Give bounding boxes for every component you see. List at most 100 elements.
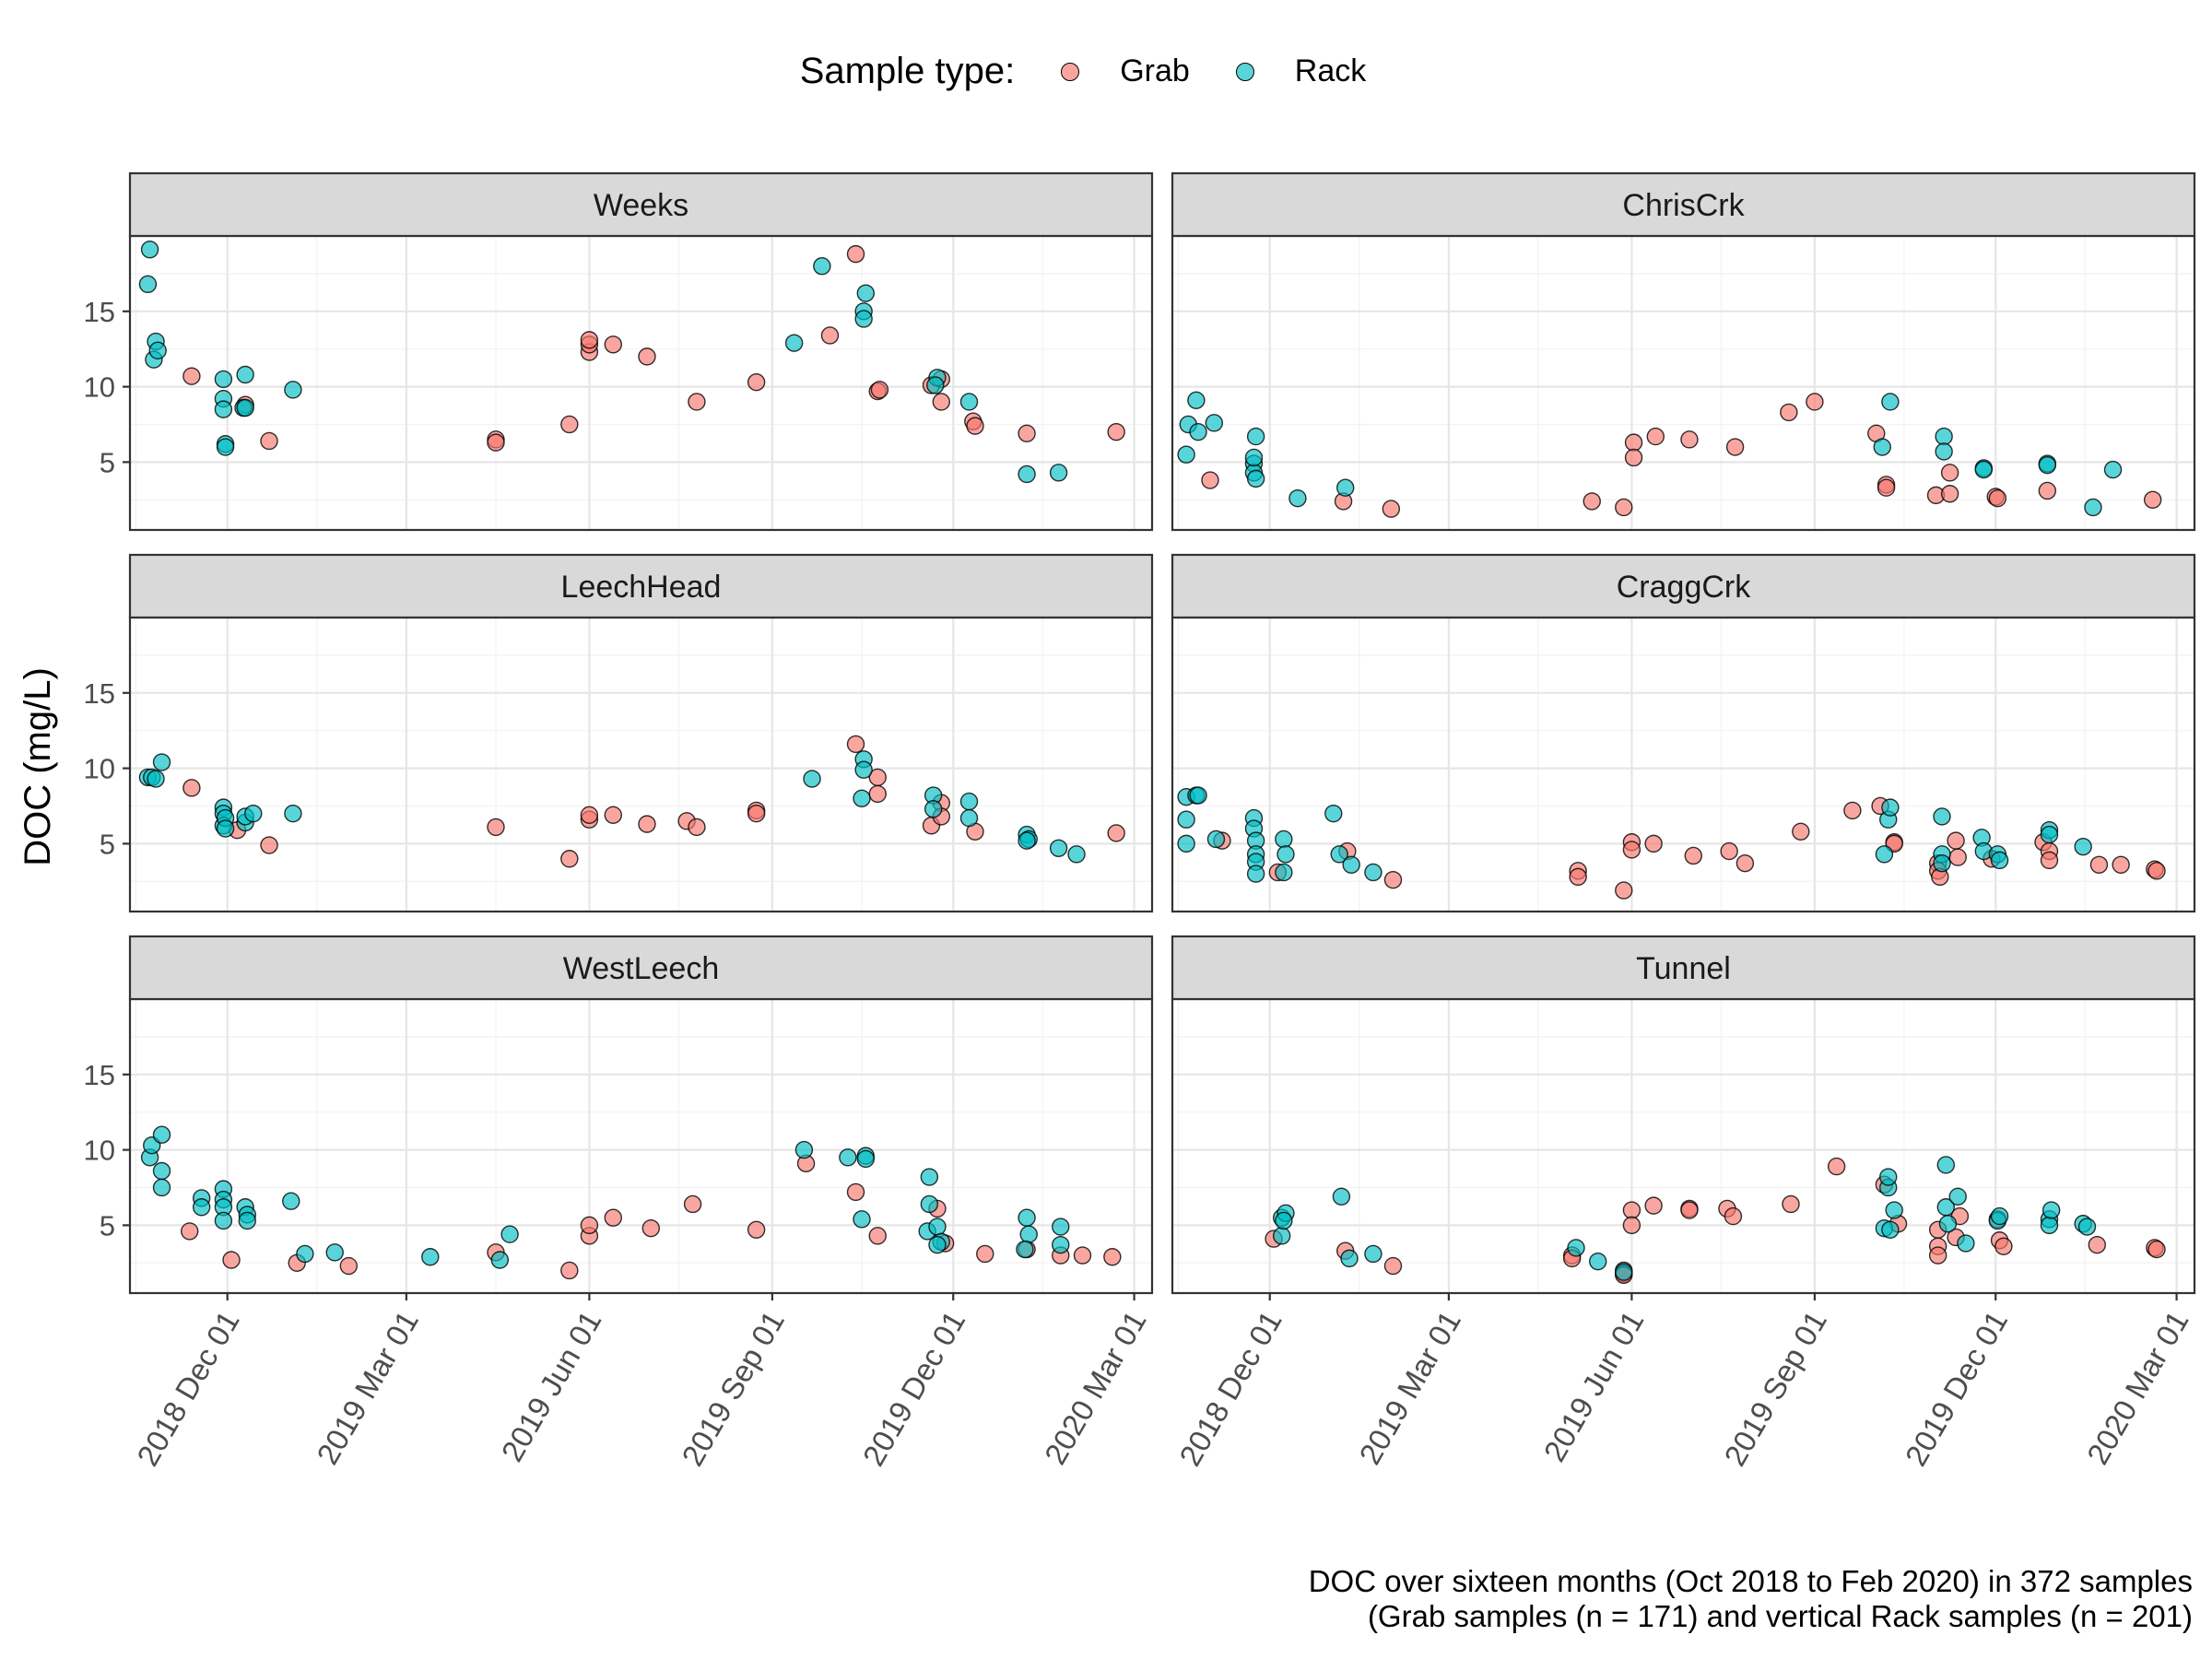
rack-point	[928, 1235, 947, 1254]
grab-point	[1644, 834, 1663, 853]
grab-point	[1735, 853, 1755, 873]
rack-point	[1275, 830, 1293, 849]
grab-point	[1646, 427, 1665, 446]
x-tick-label: 2019 Dec 01	[856, 1305, 972, 1472]
rack-point	[813, 257, 831, 276]
grab-point	[580, 331, 599, 349]
y-tick-label: 5	[100, 1209, 115, 1241]
grab-point	[560, 850, 579, 868]
x-tick-label: 2019 Sep 01	[675, 1305, 791, 1472]
grab-point	[604, 806, 622, 825]
grab-point	[1107, 824, 1125, 842]
x-tick-label: 2019 Mar 01	[310, 1305, 425, 1470]
y-tick-label: 5	[100, 828, 115, 860]
grab-point	[260, 431, 278, 451]
facet-label: ChrisCrk	[1622, 188, 1745, 223]
facet-label: LeechHead	[561, 570, 722, 605]
grab-point	[1843, 801, 1862, 820]
rack-point	[856, 1149, 876, 1169]
panel-tunnel: Tunnel 2018 Dec 01 2019 Mar 01 2019 Jun 01 2…	[1171, 935, 2196, 1472]
grab-point	[604, 335, 622, 354]
grab-point	[1948, 848, 1967, 866]
rack-point	[924, 800, 943, 818]
rack-point	[1272, 1227, 1291, 1245]
rack-point	[853, 789, 871, 808]
x-tick-label: 2020 Mar 01	[1038, 1305, 1153, 1470]
grab-point	[846, 244, 865, 264]
grab-point	[1624, 448, 1643, 467]
grab-point	[638, 815, 656, 833]
grab-point	[1994, 1237, 2013, 1255]
facet-label: CraggCrk	[1617, 570, 1751, 605]
caption-line-2: (Grab samples (n = 171) and vertical Rac…	[1367, 1599, 2193, 1633]
rack-point	[500, 1225, 519, 1243]
legend-item-grab: Grab	[1061, 53, 1190, 89]
grab-point	[2143, 490, 2162, 509]
panel-craggcrk: CraggCrk	[1171, 553, 2196, 913]
rack-point	[2084, 498, 2102, 517]
rack-point	[1938, 1215, 1958, 1233]
rack-point	[1936, 1156, 1956, 1174]
y-tick-label: 15	[84, 296, 115, 328]
rack-point	[1067, 845, 1086, 864]
grab-point	[1947, 831, 1965, 850]
rack-point	[1364, 863, 1382, 882]
grab-point	[222, 1251, 241, 1269]
grab-point	[339, 1256, 359, 1276]
legend-grab-label: Grab	[1120, 53, 1190, 88]
rack-point	[140, 241, 159, 259]
rack-point	[1018, 465, 1036, 484]
rack-point	[920, 1194, 939, 1214]
grab-point	[1103, 1248, 1122, 1266]
rack-point	[1885, 1201, 1903, 1219]
grab-point	[1073, 1246, 1092, 1265]
rack-point	[1177, 445, 1195, 464]
grab-point	[181, 1222, 199, 1241]
rack-point	[928, 1218, 947, 1236]
grab-point	[1782, 1194, 1800, 1214]
rack-point	[1330, 845, 1348, 864]
rack-point	[152, 753, 171, 771]
rack-point	[214, 370, 233, 389]
grab-point	[747, 1220, 766, 1239]
grab-point	[1383, 1256, 1403, 1276]
rack-point	[152, 1178, 171, 1197]
rack-point	[216, 819, 235, 838]
facet-label: WestLeech	[563, 951, 719, 986]
grab-point	[868, 784, 887, 804]
rack-point	[214, 400, 233, 418]
grab-point	[868, 1227, 887, 1245]
y-tick-label: 10	[84, 371, 115, 404]
rack-point	[854, 760, 873, 779]
grab-point	[1615, 881, 1633, 900]
grab-point	[641, 1218, 660, 1238]
grab-point	[1724, 1206, 1743, 1226]
rack-point	[1589, 1252, 1607, 1271]
rack-point	[853, 1210, 871, 1229]
rack-point	[325, 1243, 344, 1262]
rack-point	[1364, 1244, 1382, 1264]
grab-point	[1780, 403, 1798, 422]
grab-point	[1583, 492, 1601, 511]
rack-point	[147, 770, 165, 788]
legend-rack-label: Rack	[1294, 53, 1367, 88]
rack-point	[839, 1148, 857, 1167]
rack-point	[1049, 839, 1068, 857]
rack-point	[1567, 1239, 1585, 1257]
legend-grab-swatch	[1061, 62, 1080, 81]
rack-point	[1324, 804, 1343, 823]
rack-point	[138, 275, 158, 294]
grab-point	[260, 836, 278, 854]
grab-point	[1383, 870, 1403, 889]
rack-point	[214, 1211, 233, 1230]
rack-point	[490, 1251, 510, 1269]
grab-point	[820, 326, 840, 345]
grab-point	[966, 417, 984, 435]
grab-point	[1940, 485, 1959, 503]
rack-point	[244, 804, 263, 823]
x-tick-label: 2019 Jun 01	[1537, 1305, 1651, 1467]
grab-point	[747, 804, 766, 823]
rack-point	[1177, 834, 1195, 853]
x-tick-label: 2019 Sep 01	[1717, 1305, 1833, 1472]
